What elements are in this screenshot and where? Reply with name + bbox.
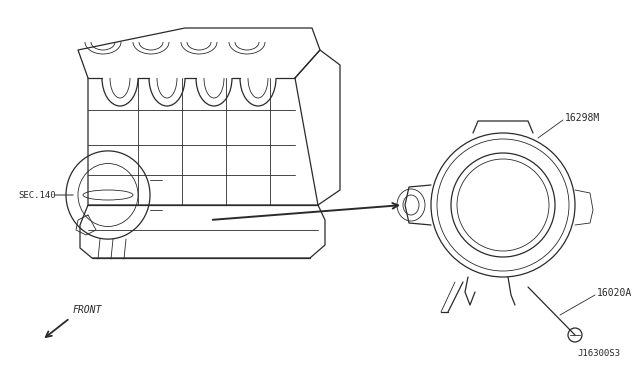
Text: SEC.140: SEC.140 — [18, 190, 56, 199]
Text: 16298M: 16298M — [565, 113, 600, 123]
Text: 16020A: 16020A — [597, 288, 632, 298]
Text: FRONT: FRONT — [73, 305, 102, 315]
Text: J16300S3: J16300S3 — [577, 349, 620, 358]
